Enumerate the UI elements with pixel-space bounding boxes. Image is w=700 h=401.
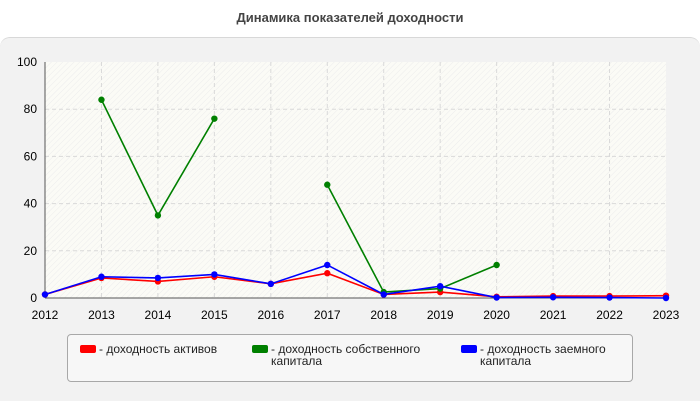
data-point-1 bbox=[324, 181, 331, 188]
x-tick-label: 2021 bbox=[540, 308, 567, 322]
y-tick-label: 80 bbox=[24, 102, 38, 116]
data-point-1 bbox=[493, 261, 500, 269]
data-point-2 bbox=[606, 294, 613, 301]
data-point-2 bbox=[324, 261, 331, 269]
series-lines bbox=[41, 96, 670, 302]
y-tick-label: 20 bbox=[24, 244, 38, 258]
x-tick-label: 2019 bbox=[427, 308, 454, 322]
y-tick-label: 60 bbox=[24, 149, 38, 163]
plot-area bbox=[45, 62, 666, 298]
y-tick-label: 100 bbox=[17, 55, 37, 69]
data-point-2 bbox=[436, 283, 444, 290]
legend: - доходность активов - доходность собств… bbox=[67, 334, 633, 382]
legend-item-equity[interactable]: - доходность собственного капитала bbox=[252, 343, 422, 367]
data-point-1 bbox=[211, 115, 218, 122]
series-line-0 bbox=[44, 272, 667, 298]
x-tick-label: 2020 bbox=[483, 308, 510, 322]
data-point-1 bbox=[98, 96, 105, 103]
x-tick-label: 2023 bbox=[653, 308, 680, 322]
x-tick-label: 2013 bbox=[88, 308, 115, 322]
legend-swatch-assets bbox=[80, 345, 96, 353]
data-point-2 bbox=[267, 280, 275, 288]
x-tick-label: 2018 bbox=[370, 308, 397, 322]
legend-swatch-equity bbox=[252, 345, 268, 353]
data-point-0 bbox=[324, 270, 331, 277]
chart-title: Динамика показателей доходности bbox=[236, 10, 464, 25]
tick-labels: 0 20 40 60 80 100 2012 2013 2014 2015 2016 2017 2018… bbox=[17, 55, 680, 322]
data-point-1 bbox=[154, 212, 162, 219]
legend-label-equity: - доходность собственного капитала bbox=[271, 342, 421, 368]
legend-label-borrowed: - доходность заемного капитала bbox=[480, 342, 606, 368]
legend-label-assets: - доходность активов bbox=[99, 342, 218, 356]
y-tick-label: 0 bbox=[30, 291, 37, 305]
data-point-2 bbox=[493, 294, 500, 301]
grid-lines bbox=[45, 62, 666, 298]
series-line-2 bbox=[44, 264, 667, 299]
data-point-2 bbox=[41, 291, 49, 298]
x-tick-label: 2016 bbox=[257, 308, 284, 322]
data-point-2 bbox=[549, 294, 557, 301]
legend-swatch-borrowed bbox=[461, 345, 477, 353]
legend-item-borrowed[interactable]: - доходность заемного капитала bbox=[461, 343, 631, 367]
data-point-2 bbox=[98, 273, 105, 280]
data-point-2 bbox=[662, 294, 670, 302]
x-tick-label: 2022 bbox=[596, 308, 623, 322]
x-tick-label: 2015 bbox=[201, 308, 228, 322]
x-tick-label: 2012 bbox=[32, 308, 59, 322]
data-point-2 bbox=[211, 271, 218, 278]
data-point-2 bbox=[380, 291, 387, 298]
x-tick-label: 2014 bbox=[145, 308, 172, 322]
legend-item-assets[interactable]: - доходность активов bbox=[80, 343, 250, 355]
x-tick-label: 2017 bbox=[314, 308, 341, 322]
y-tick-label: 40 bbox=[24, 197, 38, 211]
data-point-2 bbox=[154, 274, 162, 282]
